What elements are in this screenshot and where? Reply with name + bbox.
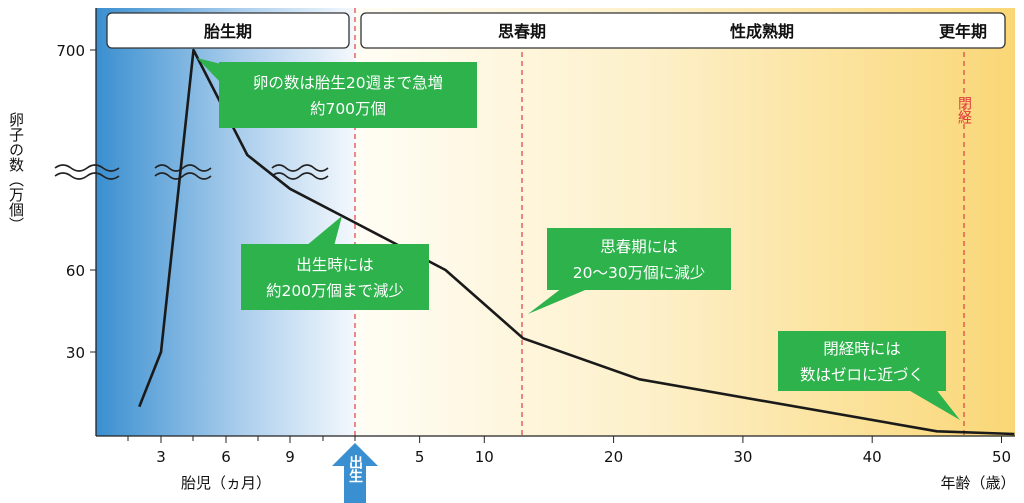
x-ticks: 3 6 9 5 10 20 30 40 50 <box>127 436 1011 466</box>
callout-peak: 卵の数は胎生20週まで急増 約700万個 <box>197 58 477 128</box>
x-tick-age-20: 20 <box>604 448 623 466</box>
x-tick-age-50: 50 <box>992 448 1011 466</box>
phase-box-fetal <box>106 12 350 49</box>
x-tick-fetal-9: 9 <box>285 448 295 466</box>
callout-menopause: 閉経時には 数はゼロに近づく <box>778 331 960 420</box>
callout-birth-line1: 出生時には <box>296 256 374 274</box>
axis-break-wave-3 <box>271 164 329 180</box>
y-axis-label: 卵子の数（万個） <box>7 112 25 232</box>
callout-menopause-line1: 閉経時には <box>823 340 901 358</box>
x-tick-age-30: 30 <box>733 448 752 466</box>
birth-arrow: 出生 <box>332 443 378 503</box>
x-tick-age-5: 5 <box>415 448 425 466</box>
callout-birth-line2: 約200万個まで減少 <box>266 282 404 300</box>
x-tick-age-40: 40 <box>863 448 882 466</box>
y-tick-700: 700 <box>56 42 85 60</box>
callout-menopause-line2: 数はゼロに近づく <box>800 366 924 384</box>
menopause-vertical-label: 閉経 <box>956 96 972 124</box>
x-tick-fetal-3: 3 <box>156 448 166 466</box>
callout-puberty-line1: 思春期には <box>600 238 678 256</box>
ovum-count-series <box>138 48 1015 436</box>
x-label-age: 年齢（歳） <box>940 474 1015 492</box>
x-tick-age-10: 10 <box>475 448 494 466</box>
x-tick-fetal-6: 6 <box>221 448 231 466</box>
birth-arrow-label: 出生 <box>347 454 363 483</box>
axis-break-wave-2 <box>154 164 212 180</box>
phase-label-puberty: 思春期 <box>498 22 546 41</box>
phase-label-maturity: 性成熟期 <box>730 22 794 41</box>
phase-label-fetal: 胎生期 <box>204 22 252 41</box>
phase-box-postnatal <box>360 12 1006 49</box>
callout-puberty: 思春期には 20〜30万個に減少 <box>528 228 731 314</box>
y-tick-60: 60 <box>66 262 85 280</box>
y-tick-30: 30 <box>66 344 85 362</box>
callout-peak-line2: 約700万個 <box>310 100 386 118</box>
phase-label-menopause-period: 更年期 <box>939 22 987 41</box>
callout-puberty-line2: 20〜30万個に減少 <box>573 264 705 282</box>
axis-break-wave-1 <box>54 164 120 180</box>
callout-birth: 出生時には 約200万個まで減少 <box>241 216 429 310</box>
callout-peak-line1: 卵の数は胎生20週まで急増 <box>253 74 443 92</box>
x-label-fetal: 胎児（ヵ月） <box>181 474 271 492</box>
